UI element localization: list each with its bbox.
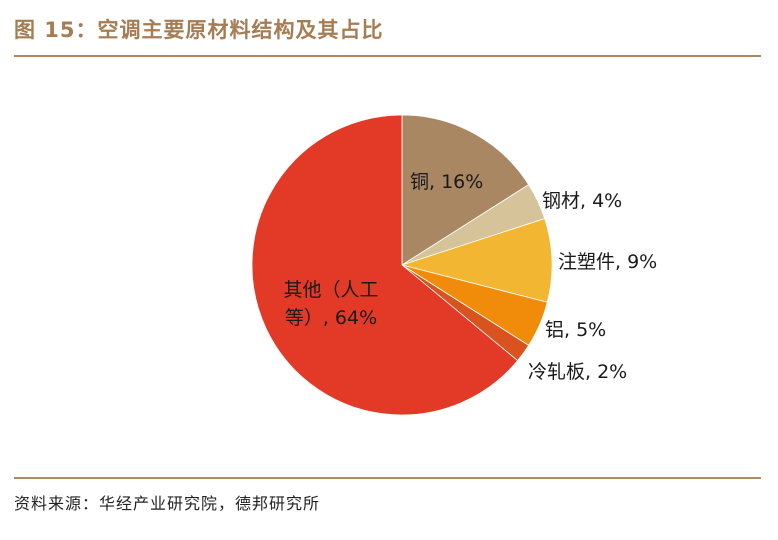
source-rule [14, 477, 761, 479]
slice-label-4: 冷轧板, 2% [528, 361, 627, 383]
slice-label-3: 铝, 5% [545, 319, 606, 341]
pie-slice-2 [400, 218, 553, 303]
slice-label-0: 铜, 16% [410, 171, 483, 193]
slice-label-1: 钢材, 4% [542, 190, 622, 212]
source-note: 资料来源：华经产业研究院，德邦研究所 [14, 494, 321, 513]
slice-label-2: 注塑件, 9% [558, 251, 657, 273]
pie-slice-5 [251, 114, 519, 416]
slice-label-5: 其他（人工等）, 64% [283, 279, 378, 329]
title-rule [14, 55, 761, 57]
pie-slice-0 [401, 114, 530, 266]
figure-title: 图 15：空调主要原材料结构及其占比 [14, 18, 384, 42]
